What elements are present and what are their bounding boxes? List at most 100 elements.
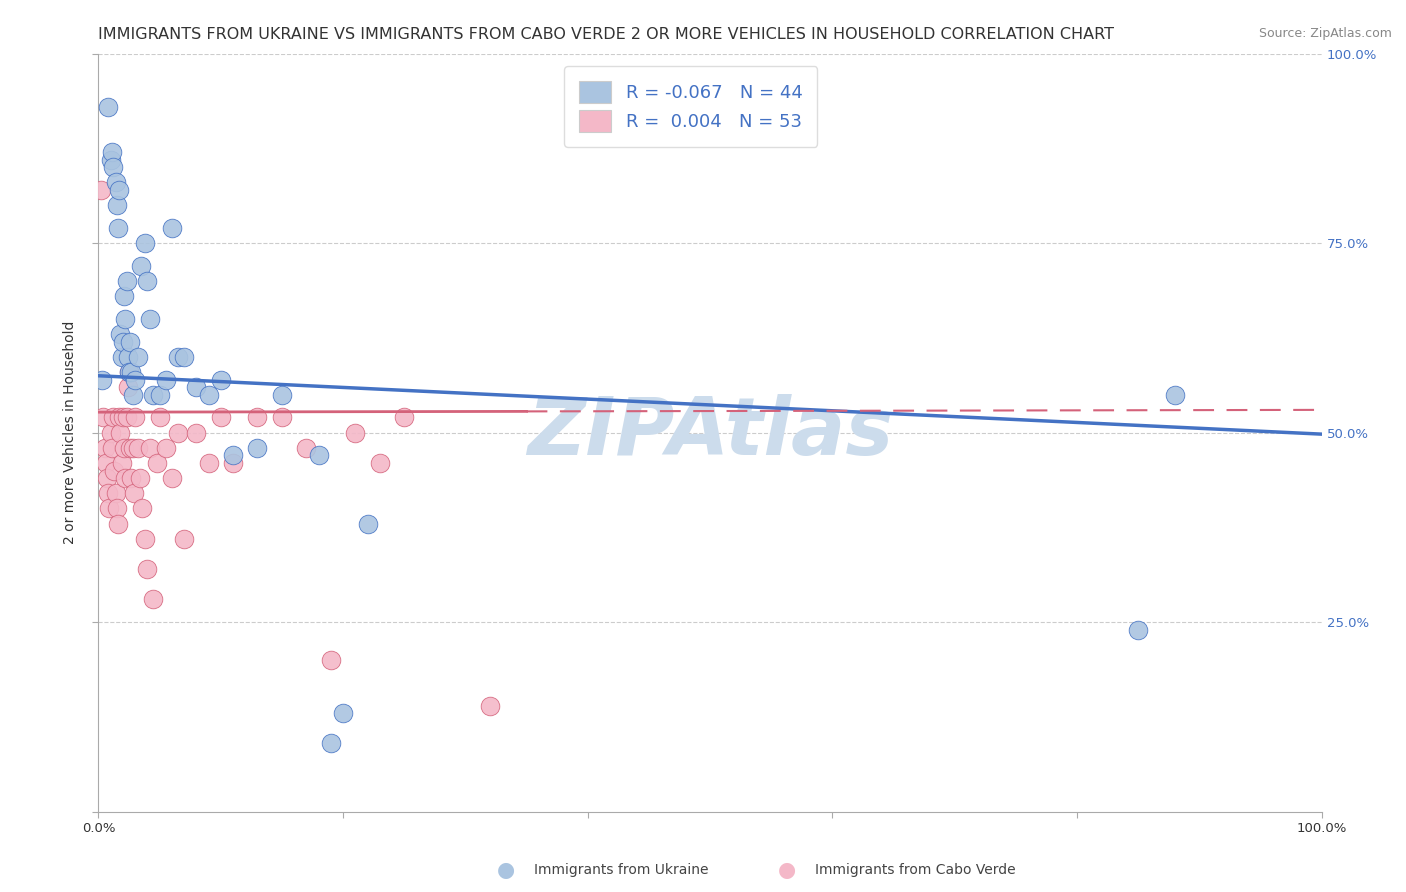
Point bbox=[91, 410, 114, 425]
Point bbox=[121, 441, 143, 455]
Point bbox=[131, 501, 153, 516]
Point bbox=[356, 516, 378, 531]
Point bbox=[110, 327, 132, 342]
Point bbox=[167, 425, 190, 440]
Point bbox=[120, 441, 142, 455]
Point bbox=[105, 198, 128, 212]
Point bbox=[117, 380, 139, 394]
Point bbox=[149, 410, 172, 425]
Point bbox=[101, 161, 124, 175]
Point bbox=[107, 516, 129, 531]
Point bbox=[127, 350, 149, 364]
Point bbox=[134, 532, 156, 546]
Point bbox=[160, 221, 183, 235]
Point bbox=[295, 441, 318, 455]
Point bbox=[115, 274, 138, 288]
Legend: R = -0.067   N = 44, R =  0.004   N = 53: R = -0.067 N = 44, R = 0.004 N = 53 bbox=[564, 66, 817, 146]
Point bbox=[209, 410, 232, 425]
Point bbox=[100, 153, 122, 167]
Point bbox=[136, 274, 159, 288]
Text: IMMIGRANTS FROM UKRAINE VS IMMIGRANTS FROM CABO VERDE 2 OR MORE VEHICLES IN HOUS: IMMIGRANTS FROM UKRAINE VS IMMIGRANTS FR… bbox=[98, 27, 1115, 42]
Point bbox=[101, 410, 124, 425]
Point bbox=[1128, 623, 1150, 637]
Point bbox=[139, 441, 162, 455]
Point bbox=[142, 387, 165, 401]
Point bbox=[332, 706, 354, 721]
Point bbox=[91, 373, 114, 387]
Y-axis label: 2 or more Vehicles in Household: 2 or more Vehicles in Household bbox=[63, 321, 77, 544]
Point bbox=[197, 456, 219, 470]
Point bbox=[173, 350, 195, 364]
Point bbox=[344, 425, 367, 440]
Point bbox=[111, 350, 134, 364]
Text: ZIPAtlas: ZIPAtlas bbox=[527, 393, 893, 472]
Point bbox=[1164, 387, 1187, 401]
Point bbox=[105, 501, 128, 516]
Point bbox=[368, 456, 391, 470]
Point bbox=[209, 373, 232, 387]
Point bbox=[308, 449, 330, 463]
Point bbox=[129, 471, 152, 485]
Point bbox=[101, 145, 124, 160]
Point bbox=[124, 410, 146, 425]
Point bbox=[108, 410, 131, 425]
Point bbox=[139, 312, 162, 326]
Point bbox=[108, 183, 131, 197]
Point bbox=[246, 441, 269, 455]
Point bbox=[127, 441, 149, 455]
Point bbox=[222, 449, 245, 463]
Text: Immigrants from Ukraine: Immigrants from Ukraine bbox=[534, 863, 709, 877]
Point bbox=[122, 486, 145, 500]
Point bbox=[222, 456, 245, 470]
Point bbox=[392, 410, 416, 425]
Point bbox=[120, 471, 142, 485]
Point bbox=[101, 441, 124, 455]
Point bbox=[173, 532, 195, 546]
Point bbox=[124, 373, 146, 387]
Point bbox=[97, 100, 120, 114]
Point bbox=[146, 456, 169, 470]
Point bbox=[114, 471, 136, 485]
Text: ●: ● bbox=[498, 860, 515, 880]
Point bbox=[142, 592, 165, 607]
Point bbox=[270, 410, 294, 425]
Point bbox=[112, 289, 135, 303]
Point bbox=[121, 387, 143, 401]
Point bbox=[93, 441, 115, 455]
Text: Immigrants from Cabo Verde: Immigrants from Cabo Verde bbox=[815, 863, 1017, 877]
Point bbox=[197, 387, 219, 401]
Point bbox=[186, 380, 208, 394]
Point bbox=[319, 737, 342, 751]
Point bbox=[134, 236, 156, 251]
Point bbox=[100, 425, 122, 440]
Point bbox=[111, 410, 134, 425]
Point bbox=[111, 334, 134, 349]
Point bbox=[118, 365, 141, 379]
Point bbox=[117, 350, 139, 364]
Point bbox=[97, 486, 120, 500]
Point bbox=[98, 501, 121, 516]
Point bbox=[112, 441, 135, 455]
Text: Source: ZipAtlas.com: Source: ZipAtlas.com bbox=[1258, 27, 1392, 40]
Point bbox=[94, 456, 117, 470]
Point bbox=[270, 387, 294, 401]
Point bbox=[155, 373, 177, 387]
Point bbox=[319, 653, 342, 667]
Point bbox=[167, 350, 190, 364]
Point bbox=[478, 698, 501, 713]
Point bbox=[120, 334, 142, 349]
Point bbox=[107, 221, 129, 235]
Point bbox=[104, 486, 127, 500]
Point bbox=[90, 183, 112, 197]
Point bbox=[104, 176, 127, 190]
Point bbox=[111, 456, 134, 470]
Point bbox=[114, 312, 136, 326]
Point bbox=[160, 471, 183, 485]
Point bbox=[120, 365, 142, 379]
Point bbox=[110, 425, 132, 440]
Point bbox=[149, 387, 172, 401]
Text: ●: ● bbox=[779, 860, 796, 880]
Point bbox=[136, 562, 159, 576]
Point bbox=[103, 464, 125, 478]
Point bbox=[115, 410, 138, 425]
